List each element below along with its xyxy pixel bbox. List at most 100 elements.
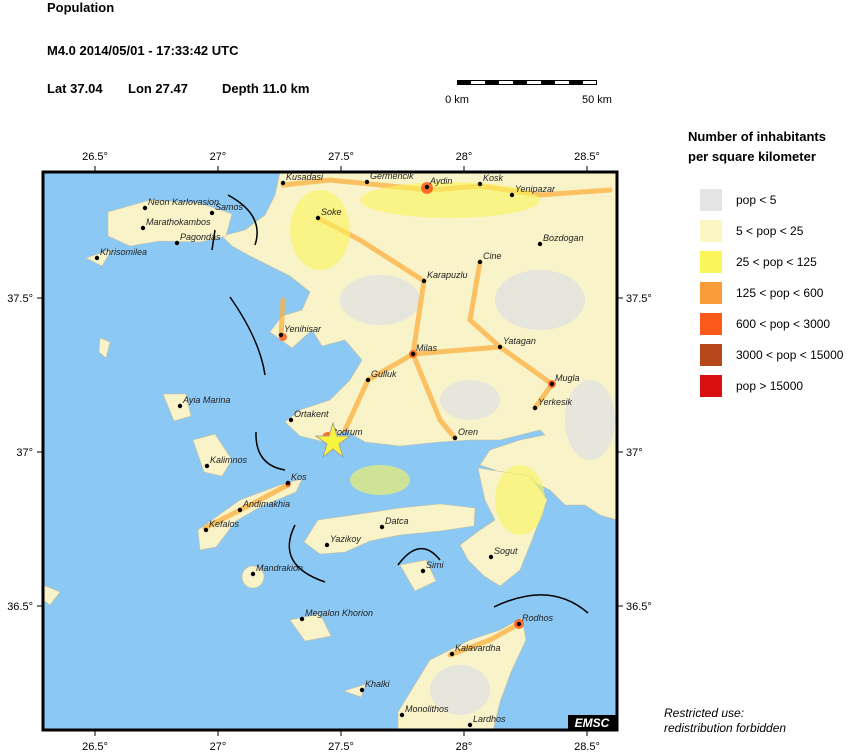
- legend-label: pop < 5: [736, 193, 777, 207]
- city-label: Germencik: [370, 171, 414, 181]
- city-label: Mandrakion: [256, 563, 303, 573]
- epicenter: [314, 421, 352, 459]
- city-label: Kos: [291, 472, 307, 482]
- city-dot: [174, 240, 180, 246]
- city-label: Yerkesik: [538, 397, 573, 407]
- sparse-areas: [340, 270, 615, 715]
- legend-label: pop > 15000: [736, 379, 803, 393]
- lon-label: 28.5°: [574, 151, 600, 163]
- city-label: Khrisomilea: [100, 247, 147, 257]
- lon-label: 27.5°: [328, 151, 354, 163]
- lon-label: 28°: [456, 151, 473, 163]
- cities: Kusadasi Germencik Aydin Kosk Yenipazar Soke B…: [94, 171, 584, 728]
- city-label: Yazikoy: [330, 534, 361, 544]
- city-label: Bodrum: [331, 427, 363, 437]
- city-label: Kalimnos: [210, 455, 248, 465]
- lat-label: 37.5°: [626, 293, 652, 305]
- city-label: Yenipazar: [515, 184, 556, 194]
- city-label: Kosk: [483, 173, 504, 183]
- city-label: Kusadasi: [286, 172, 324, 182]
- legend-label: 5 < pop < 25: [736, 224, 804, 238]
- city-dot: [537, 241, 543, 247]
- city-dot: [94, 255, 100, 261]
- lat-label: 36.5°: [626, 601, 652, 613]
- badge: EMSC: [575, 716, 610, 730]
- lon-label: 27°: [210, 741, 227, 751]
- city-dot: [324, 542, 330, 548]
- city-dot: [365, 377, 371, 383]
- city-label: Kefalos: [209, 519, 240, 529]
- legend-swatch: [700, 251, 722, 273]
- scale-end: 50 km: [582, 94, 612, 106]
- event: M4.0 2014/05/01 - 17:33:42 UTC: [47, 43, 239, 58]
- city-label: Ortakent: [294, 409, 329, 419]
- legend-label: 3000 < pop < 15000: [736, 348, 844, 362]
- city-label: Aydin: [429, 176, 452, 186]
- city-dot: [177, 403, 183, 409]
- scale-bar: [457, 80, 597, 85]
- city-label: Monolithos: [405, 704, 449, 714]
- city-dot: [209, 210, 215, 216]
- city-label: Pagondas: [180, 232, 221, 242]
- lon-label: 27.5°: [328, 741, 354, 751]
- legend-label: 600 < pop < 3000: [736, 317, 830, 331]
- lon-label: 26.5°: [82, 741, 108, 751]
- ticks: 26.5° 26.5° 27° 27° 27.5° 27.5° 28° 28° 28.5° 28.…: [7, 151, 652, 753]
- city-dot: [424, 184, 430, 190]
- lon-label: 28°: [456, 741, 473, 751]
- city-label: Simi: [426, 560, 444, 570]
- city-label: Gulluk: [371, 369, 397, 379]
- city-label: Marathokambos: [146, 217, 211, 227]
- city-dot: [280, 180, 286, 186]
- city-dot: [237, 507, 243, 513]
- city-dot: [449, 651, 455, 657]
- city-dot: [278, 332, 284, 338]
- city-dot: [379, 524, 385, 530]
- scale-start: 0 km: [445, 94, 469, 106]
- city-label: Oren: [458, 427, 478, 437]
- map: Kusadasi Germencik Aydin Kosk Yenipazar Soke B…: [43, 171, 617, 730]
- city-dot: [285, 480, 291, 486]
- city-label: Soke: [321, 207, 342, 217]
- city-dot: [288, 417, 294, 423]
- city-dot: [421, 278, 427, 284]
- city-dot: [140, 225, 146, 231]
- city-dot: [315, 215, 321, 221]
- legend-swatch: [700, 313, 722, 335]
- legend-swatch: [700, 375, 722, 397]
- footer: Restricted use:: [664, 706, 744, 720]
- city-label: Yenihisar: [284, 324, 322, 334]
- legend-swatch: [700, 282, 722, 304]
- city-dot: [299, 616, 305, 622]
- lon-label: 27°: [210, 151, 227, 163]
- city-dot: [203, 527, 209, 533]
- city-label: Datca: [385, 516, 409, 526]
- city-label: Yatagan: [503, 336, 536, 346]
- city-dot: [497, 344, 503, 350]
- city-label: Megalon Khorion: [305, 608, 373, 618]
- city-label: Ayia Marina: [182, 395, 230, 405]
- legend-label: 125 < pop < 600: [736, 286, 824, 300]
- city-dot: [516, 621, 522, 627]
- city-dot: [477, 259, 483, 265]
- city-label: Neon Karlovasion: [148, 197, 219, 207]
- lon: Lon 27.47: [128, 81, 188, 96]
- title: Population: [47, 0, 114, 15]
- city-dot: [204, 463, 210, 469]
- city-dot: [532, 405, 538, 411]
- city-dot: [364, 179, 370, 185]
- city-dot: [488, 554, 494, 560]
- city-label: Karapuzlu: [427, 270, 468, 280]
- lon-label: 26.5°: [82, 151, 108, 163]
- city-label: Khalki: [365, 679, 391, 689]
- legend-swatch: [700, 220, 722, 242]
- city-label: Cine: [483, 251, 502, 261]
- city-label: Sogut: [494, 546, 518, 556]
- city-label: Andimakhia: [242, 499, 290, 509]
- populated-areas: [290, 182, 545, 535]
- city-label: Lardhos: [473, 714, 506, 724]
- city-dot: [467, 722, 473, 728]
- city-label: Rodhos: [522, 613, 554, 623]
- city-dot: [452, 435, 458, 441]
